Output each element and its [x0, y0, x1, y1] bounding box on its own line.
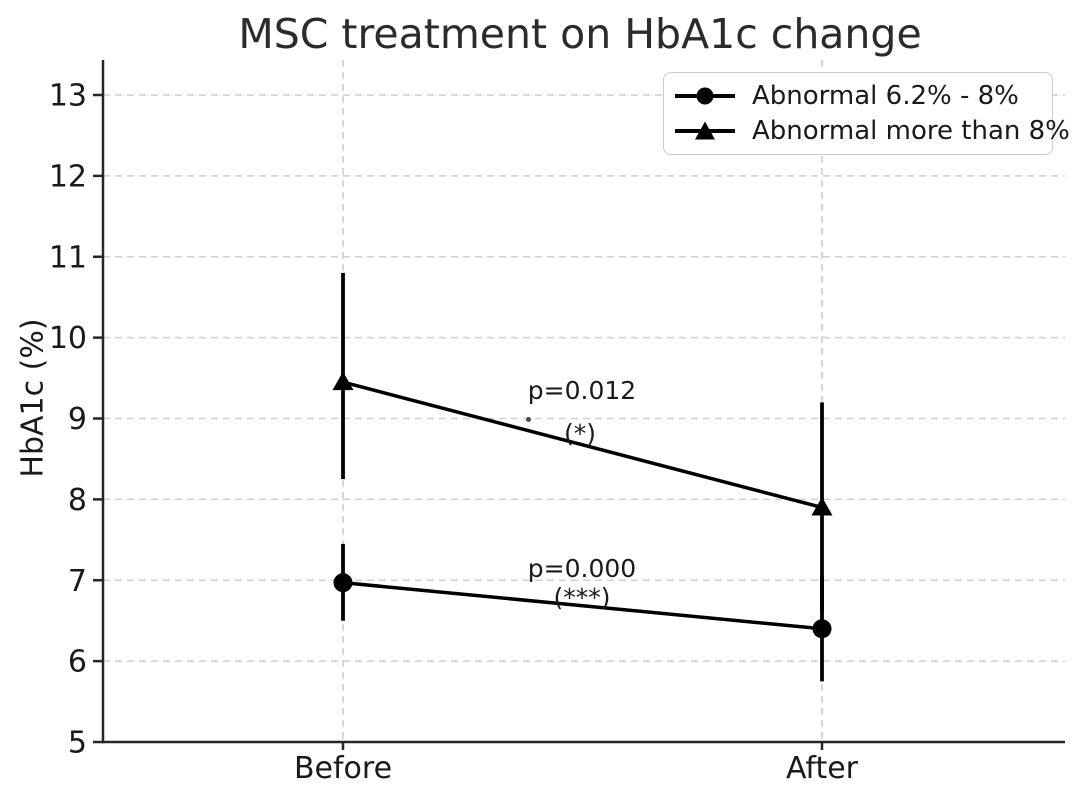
y-tick-label: 8: [68, 483, 87, 518]
legend-item-circle-series: Abnormal 6.2% - 8%: [674, 79, 1042, 113]
x-tick-label: Before: [294, 751, 392, 786]
legend-label-triangle-series: Abnormal more than 8%: [752, 116, 1070, 147]
series-line-circle: [342, 580, 823, 631]
triangle-marker-icon: [675, 121, 735, 140]
annotation-significance-lower: (***): [553, 583, 611, 612]
y-axis-label: HbA1c (%): [15, 318, 51, 478]
legend: Abnormal 6.2% - 8% Abnormal more than 8%: [663, 72, 1070, 155]
triangle-marker: [811, 496, 833, 516]
y-tick-label: 13: [49, 79, 87, 114]
triangle-marker: [332, 371, 354, 391]
annotation-p-value-upper: p=0.012: [527, 376, 637, 405]
x-tick-label: After: [786, 751, 859, 786]
legend-item-triangle-series: Abnormal more than 8%: [674, 114, 1070, 148]
y-tick-label: 6: [68, 645, 87, 680]
y-tick-label: 7: [68, 564, 87, 599]
y-tick-label: 12: [49, 159, 87, 194]
y-tick-label: 10: [49, 321, 87, 356]
y-tick-label: 9: [68, 402, 87, 437]
annotation-significance-upper: (*): [563, 419, 597, 448]
y-tick-label: 5: [68, 726, 87, 761]
circle-marker-icon: [675, 87, 735, 105]
stray-dot: [526, 417, 531, 422]
circle-marker: [812, 619, 832, 639]
annotation-p-value-lower: p=0.000: [527, 554, 637, 583]
circle-marker: [333, 573, 353, 593]
legend-label-circle-series: Abnormal 6.2% - 8%: [752, 80, 1019, 111]
series-line-triangle: [342, 380, 823, 510]
chart-title: MSC treatment on HbA1c change: [238, 10, 922, 58]
y-tick-label: 11: [49, 240, 87, 275]
